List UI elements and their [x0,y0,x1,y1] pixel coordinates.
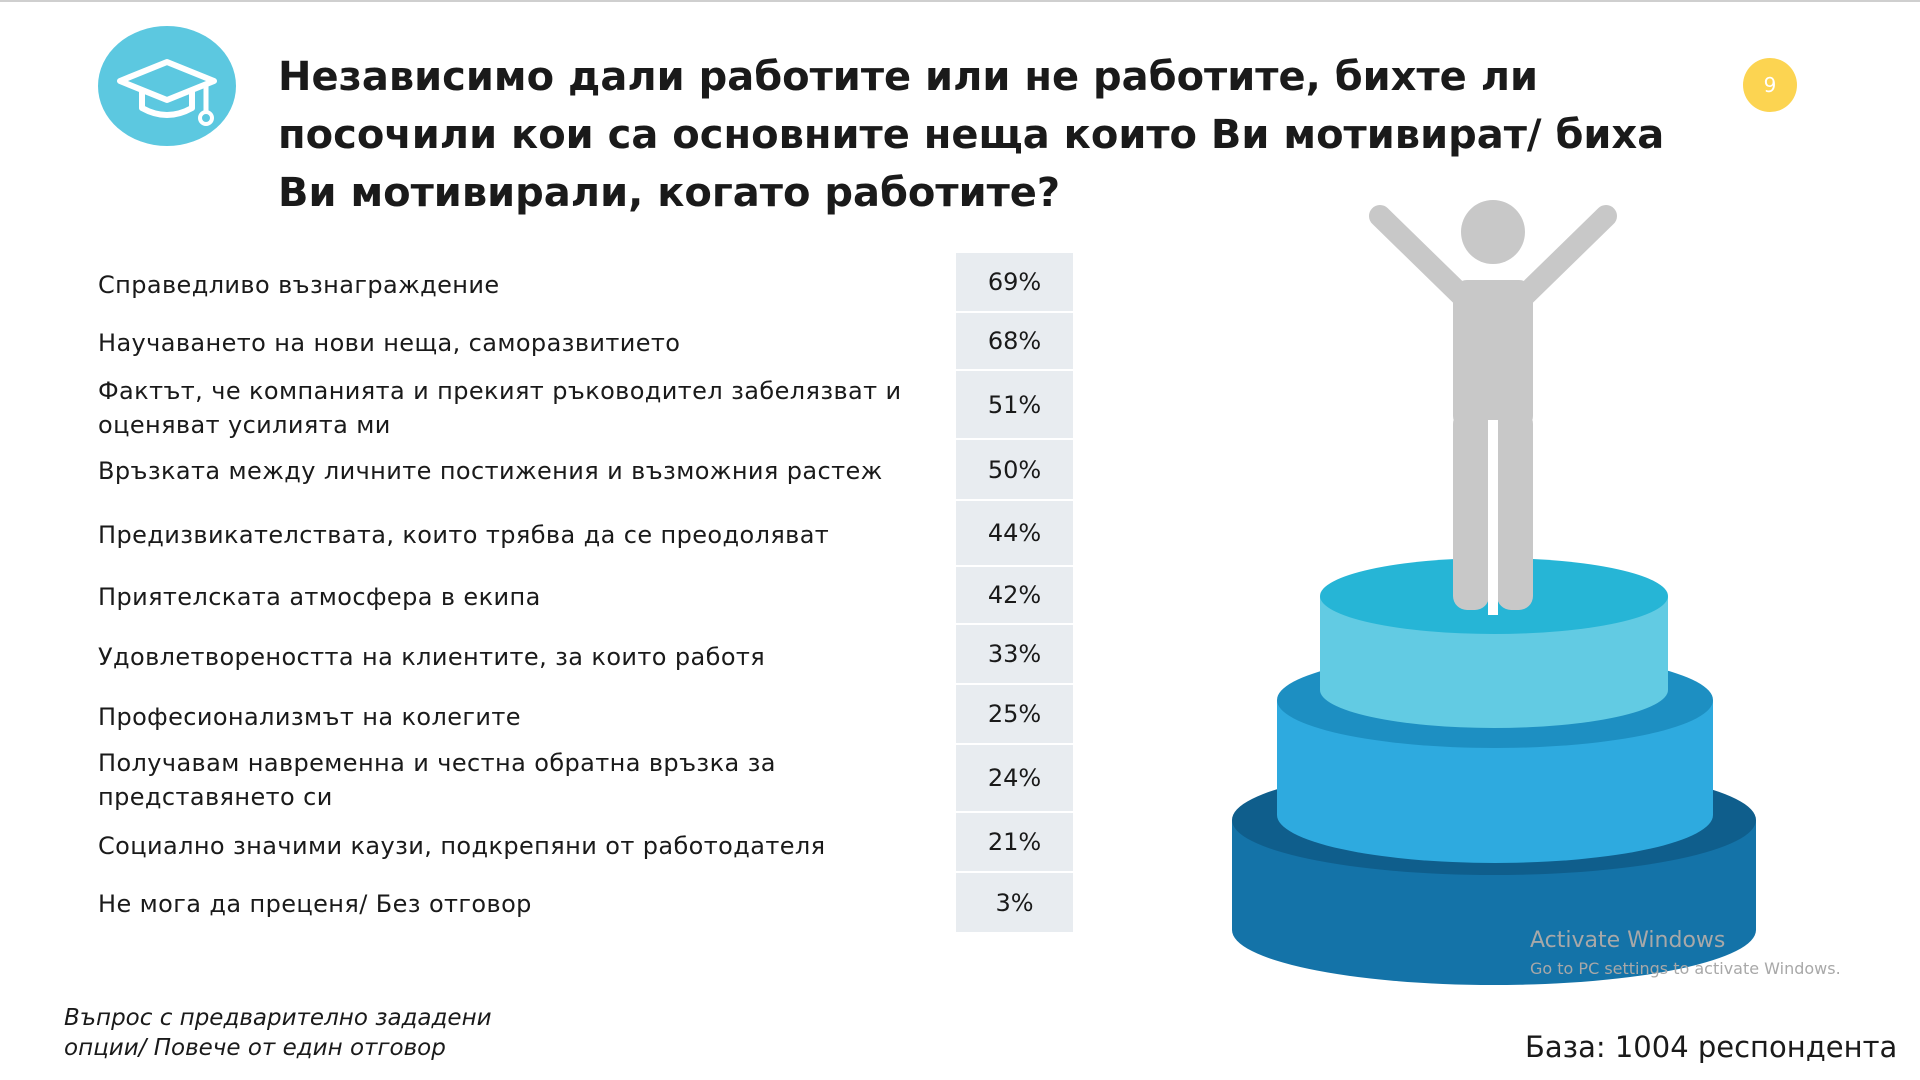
list-item-label: Социално значими каузи, подкрепяни от ра… [98,832,826,860]
list-item-value: 25% [956,685,1073,745]
podium-illustration [1220,190,1780,994]
list-item-label: Предизвикателствата, които трябва да се … [98,521,830,549]
podium-tier-top [1320,596,1668,728]
list-item-label: Научаването на нови неща, саморазвитието [98,329,681,357]
list-item-value: 51% [956,371,1073,440]
list-item-value: 21% [956,813,1073,873]
list-item-label: Приятелската атмосфера в екипа [98,583,541,611]
list-item-value: 69% [956,253,1073,313]
topic-badge [98,26,236,146]
list-item-label: Удовлетвореността на клиентите, за които… [98,643,766,671]
activation-watermark: Activate Windows Go to PC settings to ac… [1530,928,1841,978]
top-divider [0,0,1920,2]
podium-figure-svg [1232,200,1756,985]
list-item-value: 24% [956,745,1073,813]
list-item-value: 42% [956,567,1073,625]
list-item-value: 3% [995,888,1034,917]
watermark-line1: Activate Windows [1530,928,1726,953]
person-figure [1369,200,1617,610]
question-note: Въпрос с предварително зададени опции/ П… [64,1005,492,1061]
list-item-label: Не мога да преценя/ Без отговор [98,890,532,918]
list-item-label: Професионализмът на колегите [98,703,521,731]
list-item-value: 68% [956,313,1073,371]
list-item-label: Фактът, че компанията и прекият ръководи… [98,377,902,439]
list-item-label: Справедливо възнаграждение [98,271,500,299]
value-column [956,253,1073,932]
list-item-value: 33% [956,625,1073,685]
page-title: Независимо дали работите или не работите… [278,54,1665,216]
list-item-value: 44% [956,501,1073,567]
list-item-label: Получавам навременна и честна обратна вр… [98,749,776,811]
base-respondents: База: 1004 респондента [1525,1030,1898,1064]
graduation-cap-icon [117,59,217,126]
list-item-value: 50% [956,440,1073,501]
list-item-label: Връзката между личните постижения и възм… [98,457,883,485]
page-number-badge: 9 [1743,58,1797,112]
watermark-line2: Go to PC settings to activate Windows. [1530,959,1841,978]
